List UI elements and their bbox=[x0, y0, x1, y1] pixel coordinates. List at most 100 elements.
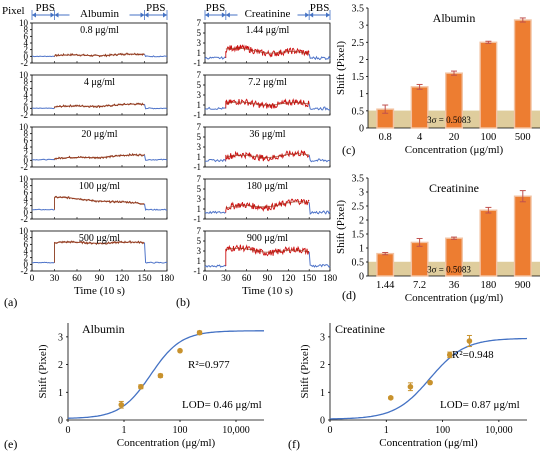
bar-chart: 0 0.5 1 1.5 2 2.5 3 3.5 1.44 7.2 36 180 900 3σ = 0.50… bbox=[335, 174, 540, 304]
y-tick-label: 1 bbox=[359, 89, 364, 100]
y-tick-label: 6 bbox=[24, 187, 29, 197]
x-tick-label: 100 bbox=[173, 425, 188, 436]
x-tick-label: 100 bbox=[435, 425, 450, 436]
time-tick-label: 60 bbox=[242, 274, 252, 284]
y-tick-label: 8 bbox=[24, 233, 29, 243]
y-tick-label: 3 bbox=[197, 194, 202, 204]
bar bbox=[479, 41, 498, 129]
y-tick-label: 2.5 bbox=[352, 38, 365, 49]
signal-trace bbox=[54, 152, 145, 161]
y-tick-label: 5 bbox=[197, 236, 202, 246]
y-tick-label: 2 bbox=[359, 55, 364, 66]
y-tick-label: 10 bbox=[19, 122, 29, 132]
fit-curve bbox=[68, 330, 264, 419]
y-tick-label: 2.5 bbox=[352, 202, 365, 213]
category-label: 900 bbox=[515, 280, 531, 291]
data-point bbox=[407, 383, 414, 390]
y-tick-label: 2 bbox=[24, 45, 29, 55]
baseline-trace bbox=[144, 154, 168, 161]
time-tick-label: 90 bbox=[263, 274, 273, 284]
data-point bbox=[138, 383, 144, 390]
y-tick-label: 7 bbox=[197, 226, 202, 236]
y-axis-label: Shift (Pixel) bbox=[37, 344, 49, 398]
arrow-head bbox=[140, 12, 145, 18]
phase-buffer-label: PBS bbox=[146, 2, 166, 14]
lod-label: LOD= 0.46 μg/ml bbox=[182, 399, 262, 411]
arrow-head bbox=[54, 12, 59, 18]
category-label: 4 bbox=[417, 132, 423, 143]
y-tick-label: 8 bbox=[24, 77, 29, 87]
y-tick-label: 2 bbox=[24, 201, 29, 211]
y-tick-label: 2 bbox=[58, 360, 63, 371]
concentration-label: 0.8 μg/ml bbox=[80, 25, 119, 36]
arrow-head bbox=[144, 12, 149, 18]
baseline-trace bbox=[204, 210, 227, 215]
panel-label: (e) bbox=[4, 437, 17, 451]
y-tick-label: 0 bbox=[24, 155, 29, 165]
y-tick-label: -2 bbox=[21, 162, 29, 172]
x-tick-label: 10,000 bbox=[222, 425, 250, 436]
y-tick-label: 0 bbox=[24, 259, 29, 269]
y-tick-label: 0 bbox=[320, 416, 325, 427]
y-tick-label: 3 bbox=[58, 332, 63, 343]
x-axis-label: Concentration (μg/ml) bbox=[379, 437, 478, 449]
smoothed-trace bbox=[54, 154, 145, 160]
baseline-trace bbox=[308, 251, 331, 268]
y-tick-label: 8 bbox=[24, 25, 29, 35]
smoothed-trace bbox=[225, 47, 310, 55]
y-tick-label: 5 bbox=[197, 80, 202, 90]
y-tick-label: 1 bbox=[359, 244, 364, 255]
bar bbox=[513, 19, 532, 129]
y-tick-label: -1 bbox=[194, 214, 202, 224]
y-tick-label: 5 bbox=[197, 184, 202, 194]
time-tick-label: 150 bbox=[302, 274, 317, 284]
baseline-trace bbox=[144, 242, 168, 264]
baseline-trace bbox=[308, 202, 331, 215]
category-label: 180 bbox=[481, 280, 497, 291]
concentration-label: 100 μg/ml bbox=[79, 181, 120, 192]
arrow-head bbox=[305, 12, 310, 18]
panel-label: (d) bbox=[342, 288, 356, 302]
signal-trace bbox=[54, 195, 145, 210]
arrow-head bbox=[326, 12, 330, 18]
y-tick-label: 10 bbox=[19, 226, 29, 236]
data-point bbox=[157, 372, 164, 379]
y-tick-label: 10 bbox=[19, 174, 29, 184]
y-tick-label: 3 bbox=[320, 332, 325, 343]
category-label: 7.2 bbox=[413, 280, 426, 291]
smoothed-trace bbox=[54, 196, 145, 205]
y-tick-label: 8 bbox=[24, 129, 29, 139]
phase-buffer-label: PBS bbox=[35, 2, 55, 14]
y-tick-label: 0 bbox=[58, 416, 63, 427]
y-tick-label: 3 bbox=[197, 246, 202, 256]
time-tick-label: 90 bbox=[95, 274, 105, 284]
threshold-label: 3σ = 0.5083 bbox=[427, 264, 471, 274]
y-tick-label: 3.5 bbox=[352, 174, 365, 185]
y-tick-label: 6 bbox=[24, 31, 29, 41]
x-tick-label: 1 bbox=[384, 425, 389, 436]
y-tick-label: 0 bbox=[359, 272, 364, 283]
data-point bbox=[196, 329, 203, 336]
r-squared-label: R²=0.948 bbox=[452, 349, 494, 361]
y-tick-label: 1.5 bbox=[352, 230, 365, 241]
smoothed-trace bbox=[225, 248, 310, 253]
label-bg bbox=[69, 6, 130, 19]
y-tick-label: 2 bbox=[24, 97, 29, 107]
y-tick-label: 4 bbox=[24, 246, 29, 256]
y-tick-label: 6 bbox=[24, 135, 29, 145]
y-tick-label: 2 bbox=[359, 216, 364, 227]
y-tick-label: 3 bbox=[197, 142, 202, 152]
concentration-label: 180 μg/ml bbox=[247, 181, 288, 192]
y-tick-label: 4 bbox=[24, 194, 29, 204]
arrow-head bbox=[50, 12, 55, 18]
category-label: 0.8 bbox=[379, 132, 392, 143]
panel-label: (c) bbox=[342, 143, 355, 157]
arrow-head bbox=[163, 12, 167, 18]
smoothed-trace bbox=[225, 101, 310, 106]
y-tick-label: -1 bbox=[194, 266, 202, 276]
